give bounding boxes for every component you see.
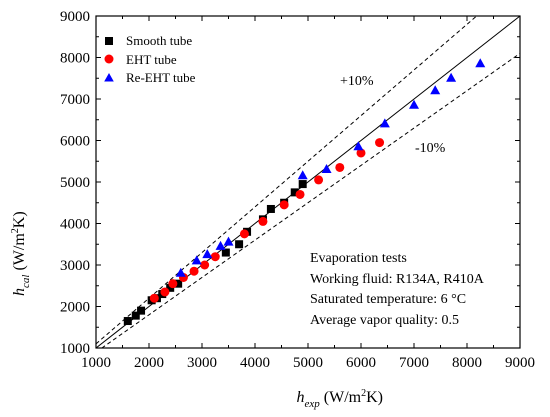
eht-tube-point: [314, 175, 324, 185]
re-eht-tube-point: [430, 85, 441, 95]
conditions-line-4: Average vapor quality: 0.5: [310, 313, 459, 328]
smooth-tube-point: [137, 306, 146, 315]
smooth-tube-point: [174, 279, 183, 288]
conditions-line-3: Saturated temperature: 6 °C: [310, 292, 466, 307]
legend-marker-triangle: [104, 73, 114, 82]
legend-marker-square: [105, 37, 113, 45]
eht-tube-point: [210, 252, 220, 262]
re-eht-tube-point: [321, 164, 332, 174]
x-axis: 1000 2000 3000 4000 5000 6000 7000 8000 9000: [81, 16, 535, 371]
smooth-tube-point: [221, 248, 230, 257]
re-eht-tube-point: [191, 255, 202, 265]
smooth-tube-point: [131, 311, 140, 320]
eht-tube-point: [189, 266, 199, 276]
eht-tube-point: [295, 189, 305, 199]
re-eht-tube-point: [475, 58, 486, 68]
re-eht-tube-point: [379, 118, 390, 128]
smooth-tube-point: [123, 317, 132, 326]
y-tick-label: 4000: [60, 217, 90, 233]
legend-label-smooth: Smooth tube: [126, 33, 192, 48]
conditions-line-2: Working fluid: R134A, R410A: [310, 272, 485, 287]
y-tick-label: 3000: [60, 258, 90, 274]
eht-tube-point: [279, 200, 289, 210]
conditions-line-1: Evaporation tests: [310, 251, 407, 266]
re-eht-tube-point: [202, 249, 213, 259]
x-axis-label-main: h: [297, 389, 305, 406]
x-tick-label: 9000: [505, 355, 535, 371]
legend: Smooth tube EHT tube Re-EHT tube: [104, 33, 196, 85]
plus-ten-line: [96, 16, 478, 345]
eht-tube-point: [200, 260, 210, 270]
x-axis-label-unit: (W/m: [320, 389, 362, 406]
eht-tube-point: [149, 293, 159, 303]
y-tick-label: 2000: [60, 300, 90, 316]
y-axis-label-sub: cal: [20, 275, 32, 288]
re-eht-tube-point: [409, 99, 419, 109]
y-axis-label-unit-end: K): [11, 211, 28, 228]
x-tick-label: 8000: [452, 355, 482, 371]
y-axis-label: hcal (W/m2K): [10, 211, 32, 296]
y-axis-label-sup: 2: [10, 228, 21, 233]
minus-ten-line: [101, 52, 520, 348]
y-axis-label-unit: (W/m: [11, 233, 28, 275]
smooth-tube-point: [298, 180, 307, 189]
legend-marker-circle: [104, 54, 114, 64]
y-tick-label: 6000: [60, 134, 90, 150]
x-tick-label: 3000: [187, 355, 217, 371]
eht-tube-point: [375, 138, 385, 148]
eht-tube-point: [258, 216, 268, 226]
legend-label-eht: EHT tube: [126, 52, 177, 67]
smooth-tube-point: [266, 204, 275, 213]
eht-tube-point: [160, 287, 170, 297]
y-tick-label: 5000: [60, 175, 90, 191]
y-axis: 1000 2000 3000 4000 5000 6000 7000 8000 9000: [60, 9, 520, 357]
re-eht-tube-point: [223, 236, 234, 246]
y-tick-label: 8000: [60, 51, 90, 67]
eht-tube-point: [168, 279, 178, 289]
data-points: [123, 58, 486, 326]
re-eht-tube-point: [175, 267, 186, 277]
eht-tube-point: [335, 162, 345, 172]
legend-item-eht: EHT tube: [104, 52, 177, 67]
x-tick-label: 4000: [240, 355, 270, 371]
legend-item-re-eht: Re-EHT tube: [104, 70, 196, 85]
x-axis-label-sub: exp: [305, 398, 321, 410]
re-eht-tube-point: [446, 72, 457, 82]
y-tick-label: 9000: [60, 9, 90, 25]
y-tick-label: 1000: [60, 341, 90, 357]
eht-tube-point: [356, 148, 366, 158]
x-tick-label: 1000: [81, 355, 111, 371]
y-axis-label-main: h: [11, 288, 28, 296]
re-eht-tube-point: [215, 240, 226, 250]
smooth-tube-point: [290, 188, 299, 197]
x-axis-label-unit-end: K): [366, 389, 383, 406]
x-tick-label: 7000: [399, 355, 429, 371]
re-eht-tube-point: [353, 141, 364, 151]
x-tick-label: 6000: [346, 355, 376, 371]
smooth-tube-point: [166, 283, 175, 292]
plus-ten-label: +10%: [340, 74, 374, 89]
conditions-annotation: Evaporation tests Working fluid: R134A, …: [310, 251, 485, 328]
minus-ten-label: -10%: [415, 141, 446, 156]
y-tick-label: 7000: [60, 92, 90, 108]
legend-label-re-eht: Re-EHT tube: [126, 70, 196, 85]
eht-tube-point: [239, 229, 249, 239]
x-tick-label: 5000: [293, 355, 323, 371]
re-eht-tube-point: [297, 170, 308, 180]
x-tick-label: 2000: [134, 355, 164, 371]
x-axis-label-sup: 2: [361, 388, 366, 399]
legend-item-smooth: Smooth tube: [105, 33, 192, 48]
smooth-tube-point: [235, 240, 244, 249]
x-axis-label: hexp (W/m2K): [297, 388, 383, 410]
